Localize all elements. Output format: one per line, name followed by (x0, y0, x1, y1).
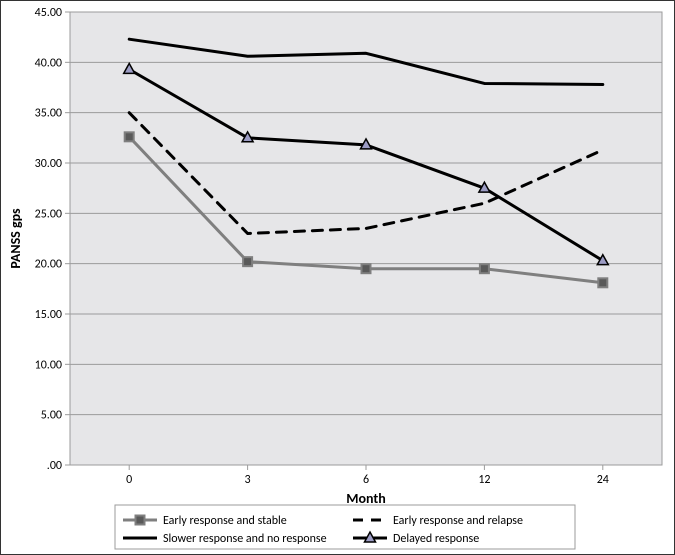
legend-label: Slower response and no response (163, 532, 327, 546)
y-tick-label: 10.00 (35, 358, 62, 372)
x-tick-label: 3 (245, 473, 251, 487)
legend-label: Early response and stable (163, 514, 287, 528)
x-tick-label: 12 (478, 473, 490, 487)
y-axis-title: PANSS gps (7, 208, 24, 269)
y-tick-label: 25.00 (35, 207, 62, 221)
x-axis-title: Month (346, 490, 386, 507)
y-tick-label: 20.00 (35, 258, 62, 272)
y-tick-label: 45.00 (35, 6, 62, 20)
y-tick-label: 15.00 (35, 308, 62, 322)
y-tick-label: 30.00 (35, 157, 62, 171)
x-tick-label: 6 (363, 473, 369, 487)
y-tick-label: 40.00 (35, 56, 62, 70)
y-tick-label: 5.00 (41, 409, 62, 423)
legend-label: Delayed response (393, 532, 479, 546)
legend-label: Early response and relapse (393, 514, 523, 528)
x-tick-label: 24 (597, 473, 609, 487)
line-chart: .00 5.00 10.00 15.00 20.00 25.00 30.00 35.00 40.… (0, 0, 675, 555)
x-tick-label: 0 (126, 473, 132, 487)
chart-frame: .00 5.00 10.00 15.00 20.00 25.00 30.00 35.00 40.… (0, 0, 675, 555)
y-tick-label: 35.00 (35, 107, 62, 121)
y-tick-label: .00 (47, 459, 62, 473)
